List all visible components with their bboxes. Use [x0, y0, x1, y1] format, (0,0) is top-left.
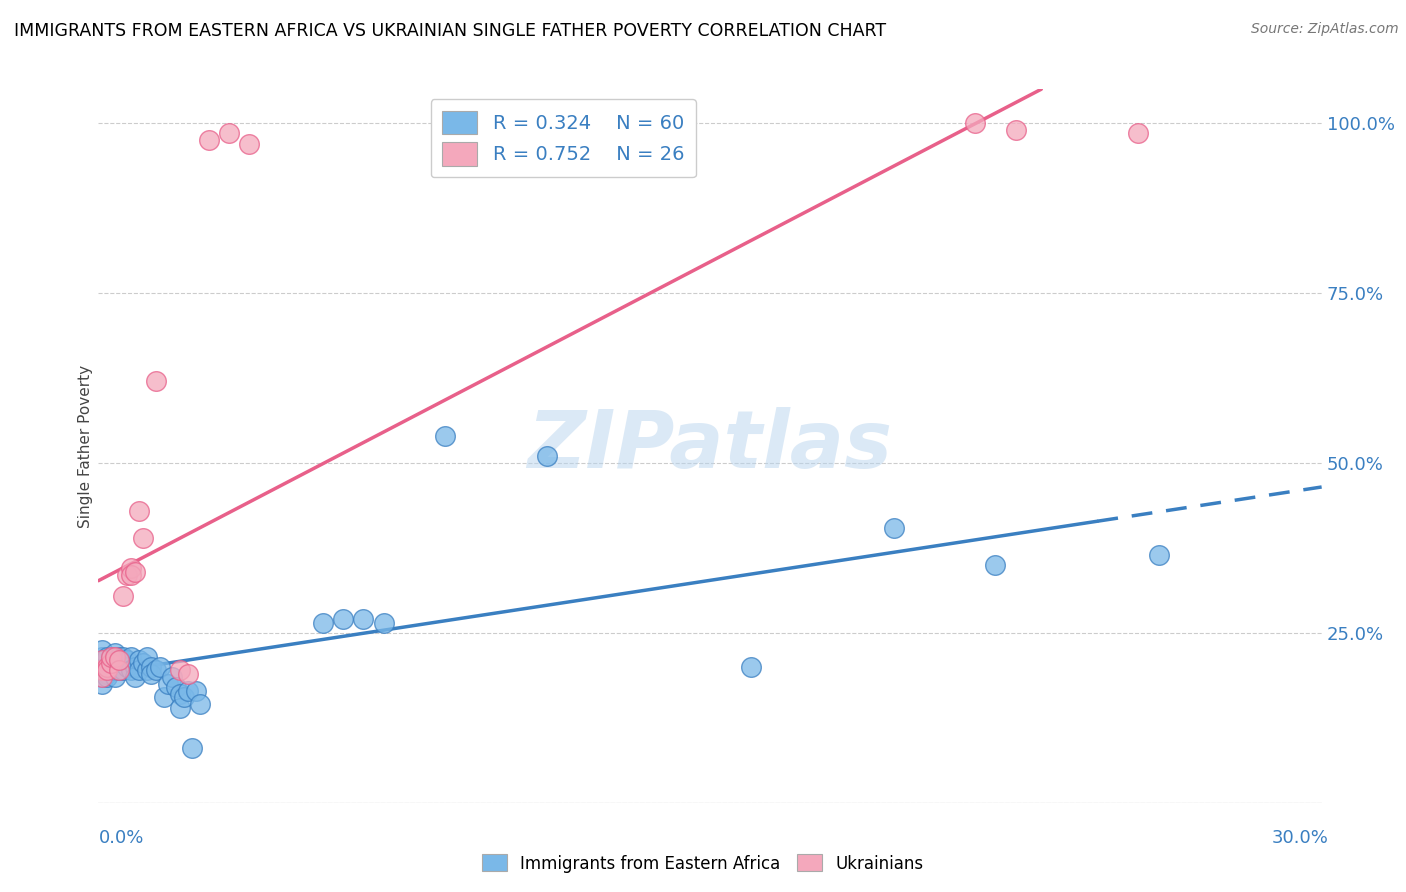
Point [115, 660, 138, 674]
Point [104, 663, 127, 677]
Point [352, 612, 374, 626]
Point [91, 677, 114, 691]
Point [434, 429, 457, 443]
Point [197, 133, 219, 147]
Legend: Immigrants from Eastern Africa, Ukrainians: Immigrants from Eastern Africa, Ukrainia… [475, 847, 931, 880]
Point [132, 657, 155, 671]
Point [108, 663, 131, 677]
Point [96, 660, 118, 674]
Point [218, 127, 240, 141]
Point [120, 561, 142, 575]
Point [128, 503, 150, 517]
Point [169, 663, 191, 677]
Point [104, 653, 127, 667]
Point [188, 698, 212, 712]
Point [128, 663, 150, 677]
Point [111, 657, 134, 671]
Point [740, 660, 762, 674]
Point [96, 663, 118, 677]
Point [111, 589, 134, 603]
Point [141, 660, 163, 674]
Point [96, 649, 118, 664]
Point [115, 568, 138, 582]
Point [156, 677, 179, 691]
Point [108, 663, 131, 677]
Point [145, 375, 167, 389]
Point [373, 615, 395, 630]
Point [104, 649, 127, 664]
Point [100, 649, 122, 664]
Point [100, 657, 122, 671]
Y-axis label: Single Father Poverty: Single Father Poverty [77, 365, 93, 527]
Point [136, 663, 159, 677]
Point [152, 690, 174, 705]
Point [332, 612, 354, 626]
Point [238, 136, 260, 151]
Point [100, 649, 122, 664]
Point [181, 741, 204, 756]
Point [1128, 127, 1150, 141]
Point [312, 615, 335, 630]
Legend: R = 0.324    N = 60, R = 0.752    N = 26: R = 0.324 N = 60, R = 0.752 N = 26 [430, 99, 696, 178]
Point [104, 646, 127, 660]
Point [124, 660, 146, 674]
Point [91, 663, 114, 677]
Point [536, 449, 558, 463]
Point [1004, 123, 1026, 137]
Point [141, 666, 163, 681]
Point [177, 666, 200, 681]
Point [111, 663, 134, 677]
Point [96, 666, 118, 681]
Point [100, 663, 122, 677]
Point [169, 687, 191, 701]
Point [1147, 548, 1170, 562]
Point [91, 643, 114, 657]
Point [91, 670, 114, 684]
Point [111, 649, 134, 664]
Point [96, 660, 118, 674]
Point [124, 670, 146, 684]
Point [108, 660, 131, 674]
Point [128, 653, 150, 667]
Text: Source: ZipAtlas.com: Source: ZipAtlas.com [1251, 22, 1399, 37]
Text: 30.0%: 30.0% [1272, 829, 1329, 847]
Point [165, 680, 187, 694]
Point [100, 660, 122, 674]
Text: ZIPatlas: ZIPatlas [527, 407, 893, 485]
Text: 0.0%: 0.0% [98, 829, 143, 847]
Point [177, 683, 200, 698]
Point [96, 670, 118, 684]
Point [100, 657, 122, 671]
Point [883, 520, 905, 534]
Point [149, 660, 172, 674]
Point [91, 663, 114, 677]
Point [91, 657, 114, 671]
Point [124, 565, 146, 579]
Point [132, 531, 155, 545]
Point [108, 649, 131, 664]
Point [91, 649, 114, 664]
Point [160, 670, 183, 684]
Point [173, 690, 195, 705]
Point [91, 670, 114, 684]
Text: IMMIGRANTS FROM EASTERN AFRICA VS UKRAINIAN SINGLE FATHER POVERTY CORRELATION CH: IMMIGRANTS FROM EASTERN AFRICA VS UKRAIN… [14, 22, 886, 40]
Point [91, 653, 114, 667]
Point [965, 116, 987, 130]
Point [96, 663, 118, 677]
Point [108, 653, 131, 667]
Point [104, 670, 127, 684]
Point [136, 649, 159, 664]
Point [120, 663, 142, 677]
Point [186, 683, 208, 698]
Point [169, 700, 191, 714]
Point [120, 649, 142, 664]
Point [115, 653, 138, 667]
Point [120, 568, 142, 582]
Point [145, 663, 167, 677]
Point [984, 558, 1007, 572]
